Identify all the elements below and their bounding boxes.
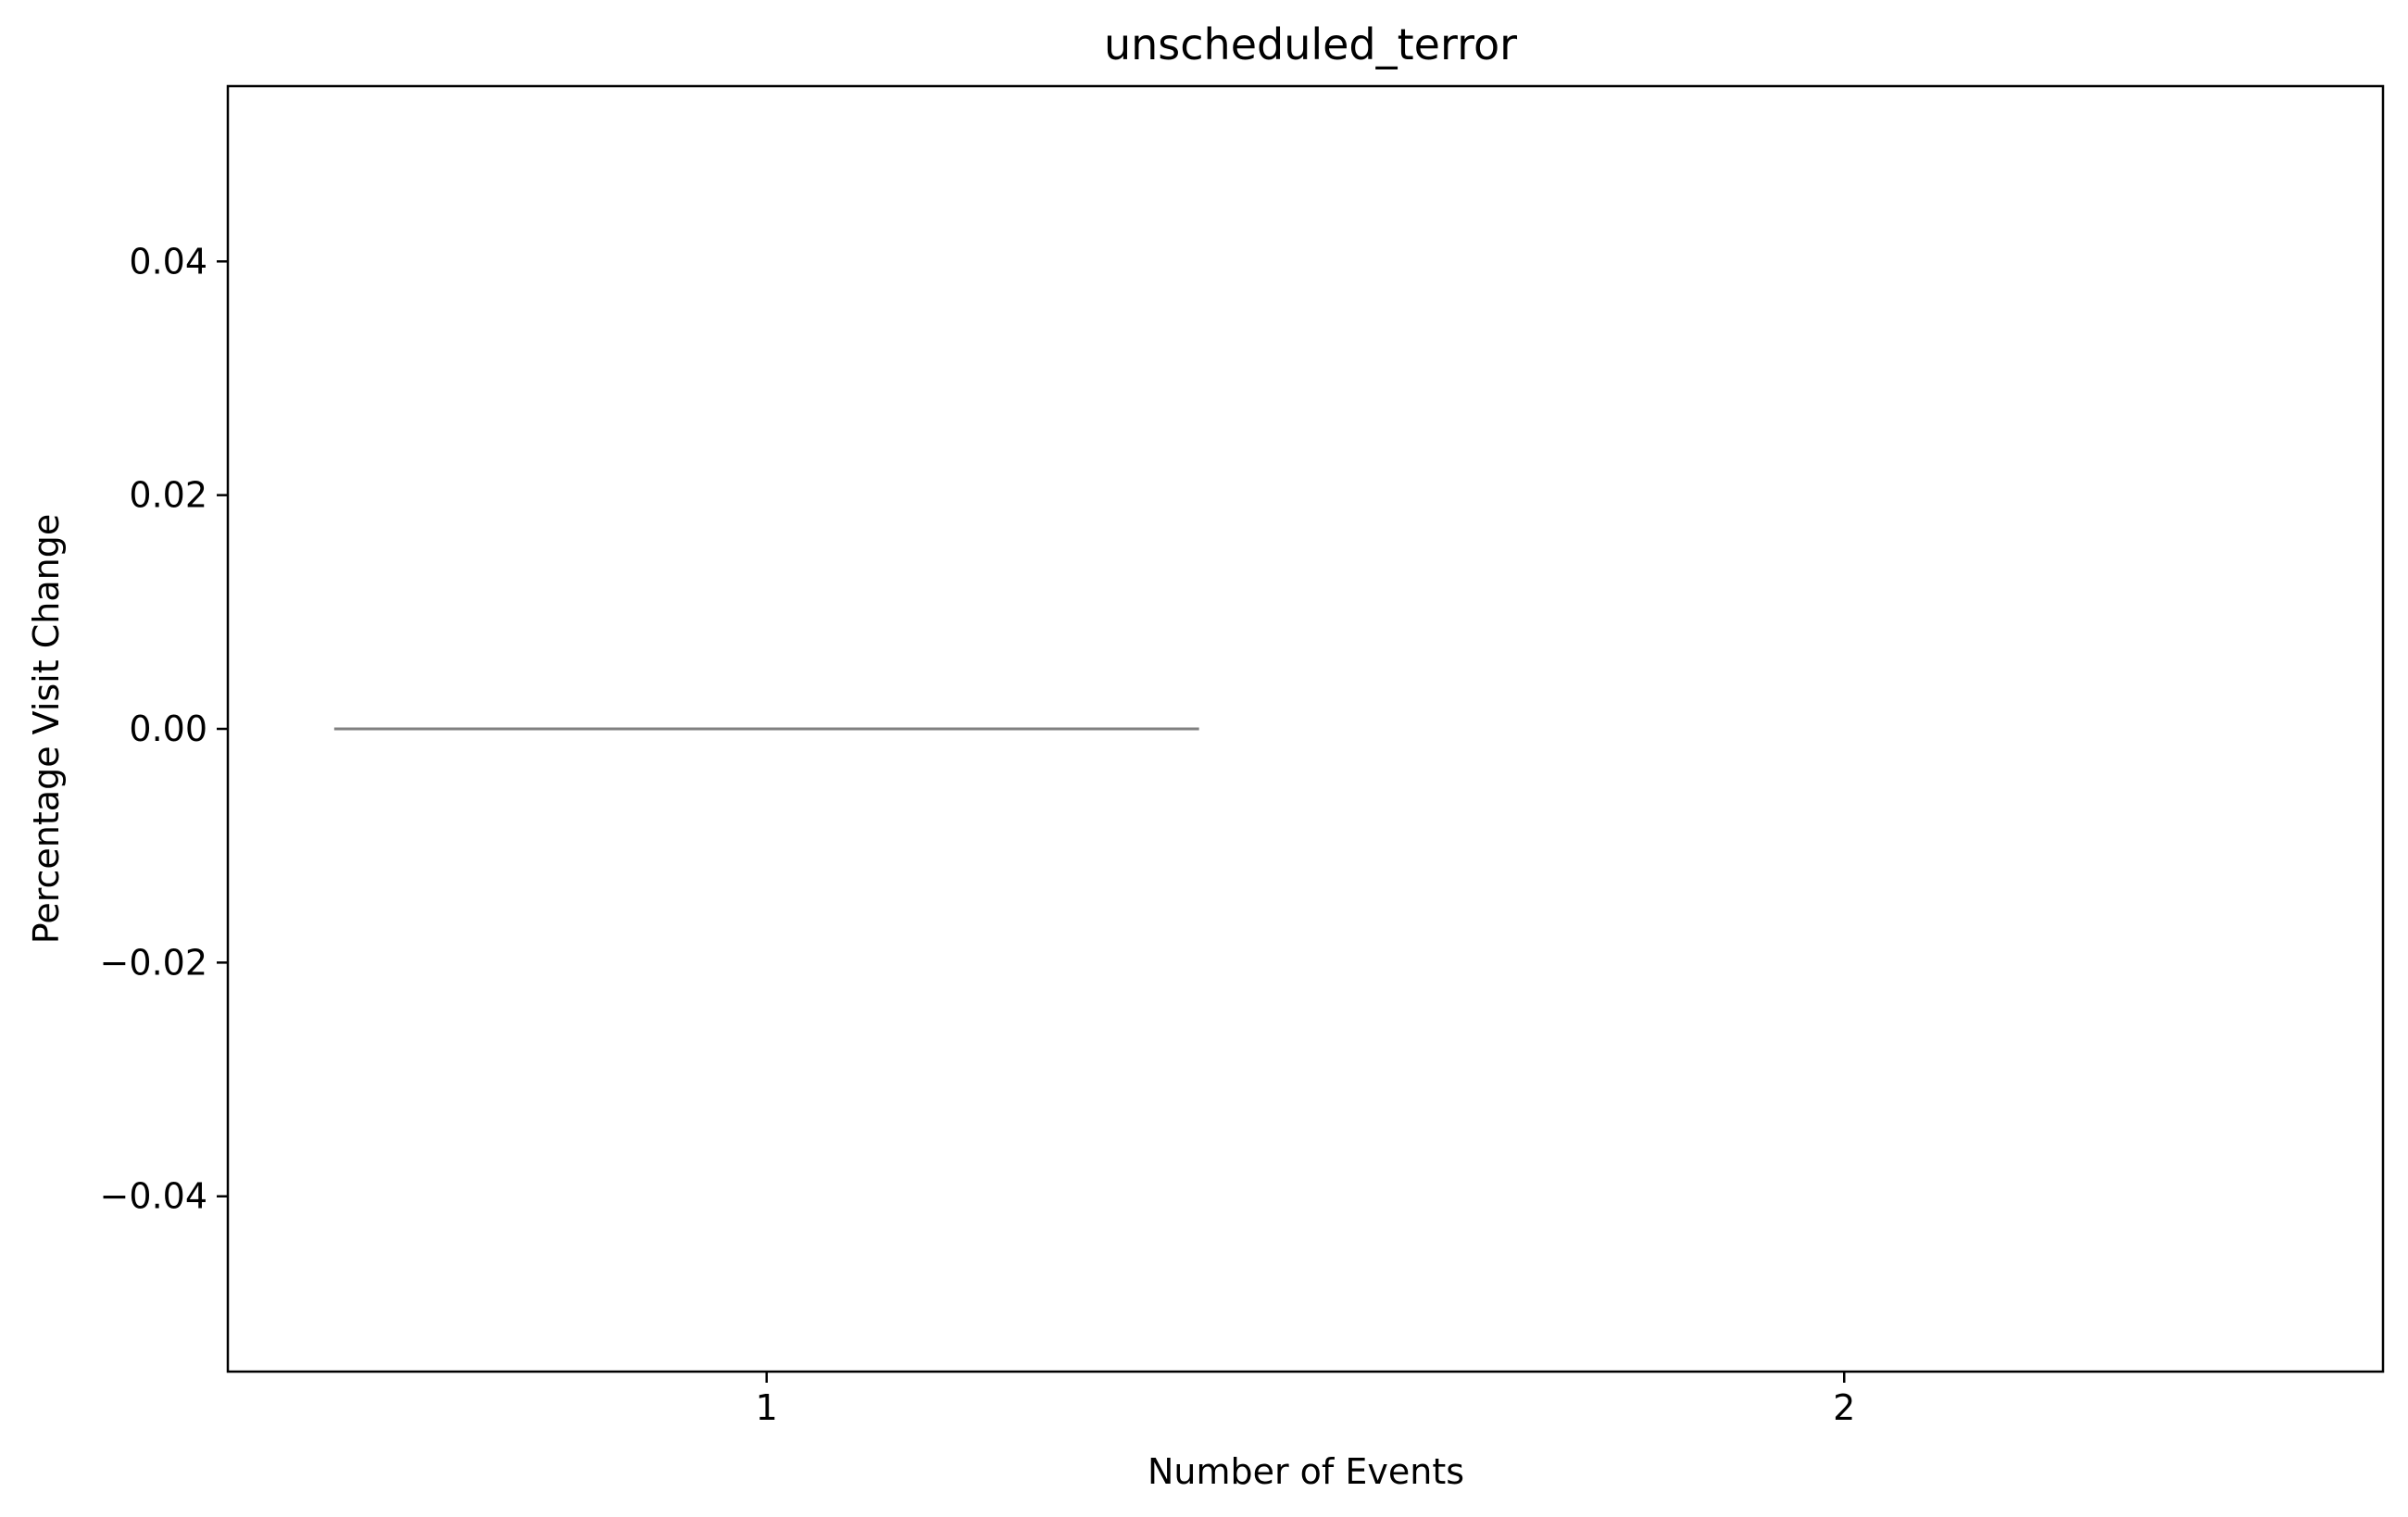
x-tick-label: 2 <box>1833 1387 1855 1428</box>
x-axis-label: Number of Events <box>1148 1451 1464 1492</box>
y-tick-label: −0.02 <box>100 942 207 983</box>
y-tick-label: −0.04 <box>100 1176 207 1217</box>
x-tick-label: 1 <box>756 1387 778 1428</box>
y-tick-label: 0.04 <box>129 241 207 282</box>
y-tick-label: 0.00 <box>129 708 207 749</box>
y-tick-label: 0.02 <box>129 475 207 516</box>
y-axis-ticks: −0.04 −0.02 0.00 0.02 0.04 <box>100 241 228 1217</box>
chart-title: unscheduled_terror <box>1104 19 1517 69</box>
y-axis-label: Percentage Visit Change <box>26 514 67 944</box>
